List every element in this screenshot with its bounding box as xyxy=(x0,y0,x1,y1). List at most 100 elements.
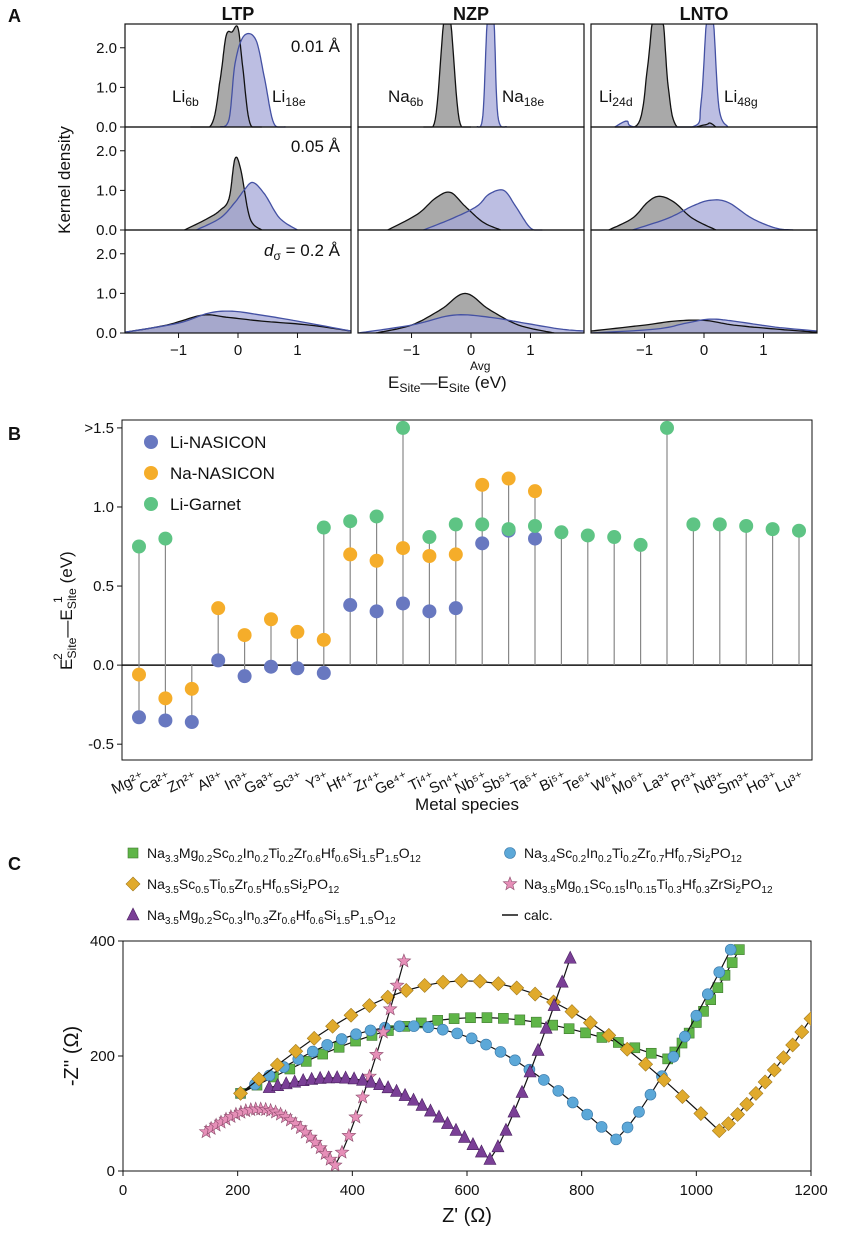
text-part: 12 xyxy=(731,854,743,865)
marker-circle xyxy=(364,1024,377,1037)
text-part: Na xyxy=(147,876,165,892)
point-li-garnet xyxy=(343,514,358,529)
site1-label: Li6b xyxy=(172,87,199,109)
kde-row xyxy=(125,310,351,333)
text-part: Si xyxy=(324,907,336,923)
marker-diamond xyxy=(306,1030,322,1046)
marker-diamond xyxy=(380,989,396,1005)
marker-circle xyxy=(679,1030,691,1043)
marker-diamond xyxy=(794,1024,810,1040)
marker-diamond xyxy=(325,1018,341,1034)
point-li-nasicon xyxy=(369,604,384,619)
text-part: 0.3 xyxy=(696,885,710,896)
text-part: In xyxy=(243,845,255,861)
y-axis-label: -Z'' (Ω) xyxy=(61,1026,83,1086)
text-part: Zr xyxy=(234,876,248,892)
marker-circle xyxy=(724,943,737,956)
kde-row xyxy=(614,24,729,128)
marker-square xyxy=(530,1016,542,1028)
site2-label: Li18e xyxy=(272,87,306,109)
legend-entry: Na3.5Mg0.1Sc0.15In0.15Ti0.3Hf0.3ZrSi2PO1… xyxy=(502,876,773,896)
marker-circle xyxy=(538,1074,550,1086)
site1-density-fill xyxy=(614,24,716,127)
point-li-nasicon xyxy=(184,715,199,730)
marker-circle xyxy=(667,1050,680,1063)
point-na-nasicon xyxy=(475,477,490,492)
x-tick-label: 0 xyxy=(467,342,475,359)
point-na-nasicon xyxy=(158,691,173,706)
text-part: Zr xyxy=(294,845,308,861)
marker-triangle xyxy=(491,1139,505,1153)
marker-diamond xyxy=(803,1011,811,1027)
marker-star xyxy=(327,1157,343,1171)
series-diamond xyxy=(233,973,811,1139)
point-li-garnet xyxy=(554,525,569,540)
text-part: PO xyxy=(741,876,761,892)
text-part: 0.5 xyxy=(195,885,209,896)
text-part: In xyxy=(586,845,598,861)
text-part: 0.2 xyxy=(198,916,212,927)
x-tick-label: Al³⁺ xyxy=(195,768,226,795)
point-li-garnet xyxy=(369,509,384,524)
d-label-0.05: 0.05 Å xyxy=(291,137,341,156)
legend-label: Na3.5Sc0.5Ti0.5Zr0.5Hf0.5Si2PO12 xyxy=(147,876,340,896)
x-tick-label: −1 xyxy=(170,342,187,359)
point-na-nasicon xyxy=(184,681,199,696)
marker-square xyxy=(448,1013,460,1024)
site2-density-fill xyxy=(358,314,584,333)
kde-frame xyxy=(590,229,818,334)
text-part: P xyxy=(350,907,359,923)
text-part: Na xyxy=(388,87,410,106)
marker-circle xyxy=(408,1020,420,1032)
text-part: calc. xyxy=(524,907,553,923)
text-part: 12 xyxy=(384,916,396,927)
point-li-nasicon xyxy=(475,536,490,551)
marker-circle xyxy=(393,1020,406,1033)
point-li-garnet xyxy=(792,523,806,538)
site1-density-fill xyxy=(423,24,471,127)
marker-star xyxy=(317,1145,333,1160)
site1-label: Na6b xyxy=(388,87,424,109)
point-na-nasicon xyxy=(290,624,305,639)
y-tick-label: >1.5 xyxy=(84,420,114,437)
text-part: Ti xyxy=(209,876,220,892)
text-part: 0.1 xyxy=(575,885,589,896)
point-na-nasicon xyxy=(501,471,516,486)
marker-circle xyxy=(552,1085,565,1097)
text-part: Na xyxy=(524,876,542,892)
text-part: (eV) xyxy=(57,551,76,588)
y-axis-label: Kernel density xyxy=(55,126,74,234)
point-na-nasicon xyxy=(264,612,278,627)
text-part: 48g xyxy=(737,95,758,109)
text-part: (eV) xyxy=(470,373,507,392)
text-part: — xyxy=(57,621,76,638)
text-part: Sc xyxy=(556,845,572,861)
kde-row xyxy=(190,25,286,128)
point-li-nasicon xyxy=(211,653,226,668)
legend-marker xyxy=(144,466,158,480)
marker-triangle xyxy=(347,1071,361,1085)
text-part: 12 xyxy=(761,885,773,896)
marker-diamond xyxy=(675,1089,690,1104)
legend-label: Li-NASICON xyxy=(170,433,266,452)
marker-triangle xyxy=(296,1072,310,1086)
text-part: 0.2 xyxy=(229,854,243,865)
marker-diamond xyxy=(472,973,488,989)
marker-triangle xyxy=(339,1070,353,1084)
text-part: 6b xyxy=(410,95,424,109)
text-part: 1.5 xyxy=(336,916,350,927)
text-part: 0.3 xyxy=(668,885,682,896)
marker-triangle xyxy=(126,907,140,921)
y-tick-label: 2.0 xyxy=(96,246,117,263)
legend-label: Li-Garnet xyxy=(170,495,241,514)
site2-density-line xyxy=(196,181,298,231)
x-tick-label: 1200 xyxy=(794,1182,827,1199)
marker-diamond xyxy=(490,976,506,992)
text-part: 3.5 xyxy=(542,885,556,896)
marker-circle xyxy=(595,1121,608,1133)
marker-circle xyxy=(451,1027,463,1040)
point-na-nasicon xyxy=(369,553,384,568)
text-part: Sc xyxy=(589,876,605,892)
point-na-nasicon xyxy=(448,547,463,562)
